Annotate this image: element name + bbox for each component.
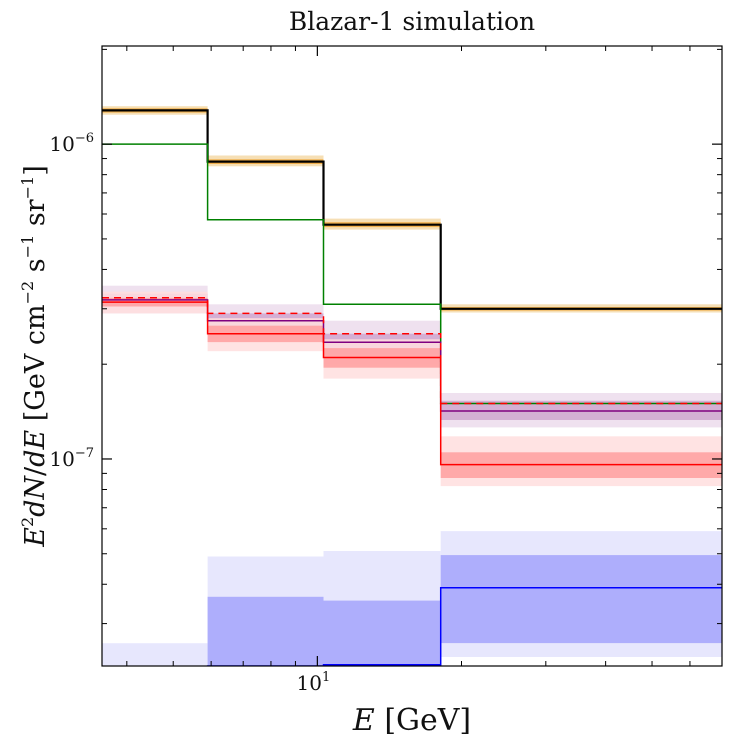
series-line-4 (102, 301, 722, 466)
y-tick-label: 10−6 (49, 131, 94, 156)
y-tick-label: 10−7 (49, 446, 94, 471)
plot-area (102, 106, 722, 666)
band-s5-1-bin2 (323, 600, 441, 666)
axes: 101 10−7 10−6 (49, 45, 723, 695)
plot-frame (101, 45, 723, 667)
x-tick-label: 101 (296, 670, 330, 695)
band-s5-0-bin0 (102, 643, 208, 666)
band-s5-1-bin1 (207, 596, 324, 666)
band-s5-1-bin3 (440, 555, 722, 644)
y-axis-label: E2dN/dE [GeV cm−2 s−1 sr−1] (18, 165, 51, 548)
series-line-0 (102, 109, 722, 310)
chart-title: Blazar-1 simulation (289, 7, 535, 36)
x-axis-label: E [GeV] (352, 703, 471, 738)
